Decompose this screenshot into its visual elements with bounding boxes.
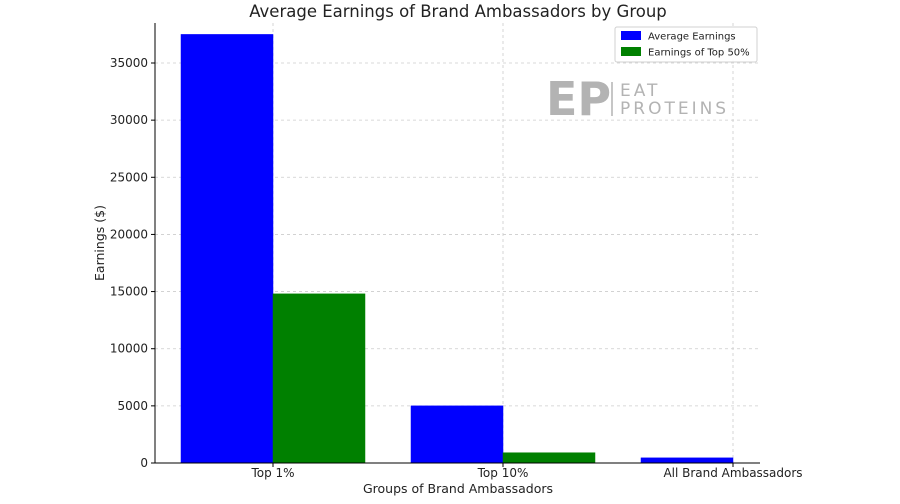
y-ticks: 0 5000 10000 15000 20000 25000 30000 35000 — [110, 56, 155, 470]
legend-swatch-average-earnings — [621, 31, 641, 40]
chart-title: Average Earnings of Brand Ambassadors by… — [249, 2, 667, 21]
bar-earnings-top-50 — [502, 452, 596, 464]
bar-earnings-top-50 — [272, 293, 366, 464]
bar-average-earnings — [180, 34, 274, 464]
y-tick-label: 10000 — [110, 342, 148, 356]
x-tick-label: Top 10% — [477, 466, 529, 480]
legend-label-earnings-top-50: Earnings of Top 50% — [648, 48, 750, 59]
legend-swatch-earnings-top-50 — [621, 47, 641, 56]
bar-average-earnings — [640, 457, 734, 464]
legend-frame — [614, 26, 758, 63]
x-ticks: Top 1% Top 10% All Brand Ambassadors — [250, 463, 803, 480]
watermark-line2: PROTEINS — [620, 99, 729, 119]
y-tick-label: 15000 — [110, 285, 148, 299]
y-axis-label: Earnings ($) — [92, 205, 107, 281]
watermark-line1: EAT — [620, 81, 660, 101]
y-tick-label: 5000 — [117, 399, 148, 413]
legend: Average Earnings Earnings of Top 50% — [614, 26, 758, 63]
x-tick-label: Top 1% — [250, 466, 294, 480]
watermark-mark: EP — [546, 72, 611, 126]
x-tick-label: All Brand Ambassadors — [663, 466, 802, 480]
y-tick-label: 30000 — [110, 113, 148, 127]
y-tick-label: 25000 — [110, 170, 148, 184]
legend-label-average-earnings: Average Earnings — [648, 32, 736, 43]
y-tick-label: 20000 — [110, 227, 148, 241]
y-tick-label: 35000 — [110, 56, 148, 70]
watermark-logo: EP EAT PROTEINS — [546, 72, 729, 126]
x-axis-label: Groups of Brand Ambassadors — [363, 481, 553, 496]
bar-average-earnings — [410, 405, 504, 464]
y-tick-label: 0 — [140, 456, 148, 470]
